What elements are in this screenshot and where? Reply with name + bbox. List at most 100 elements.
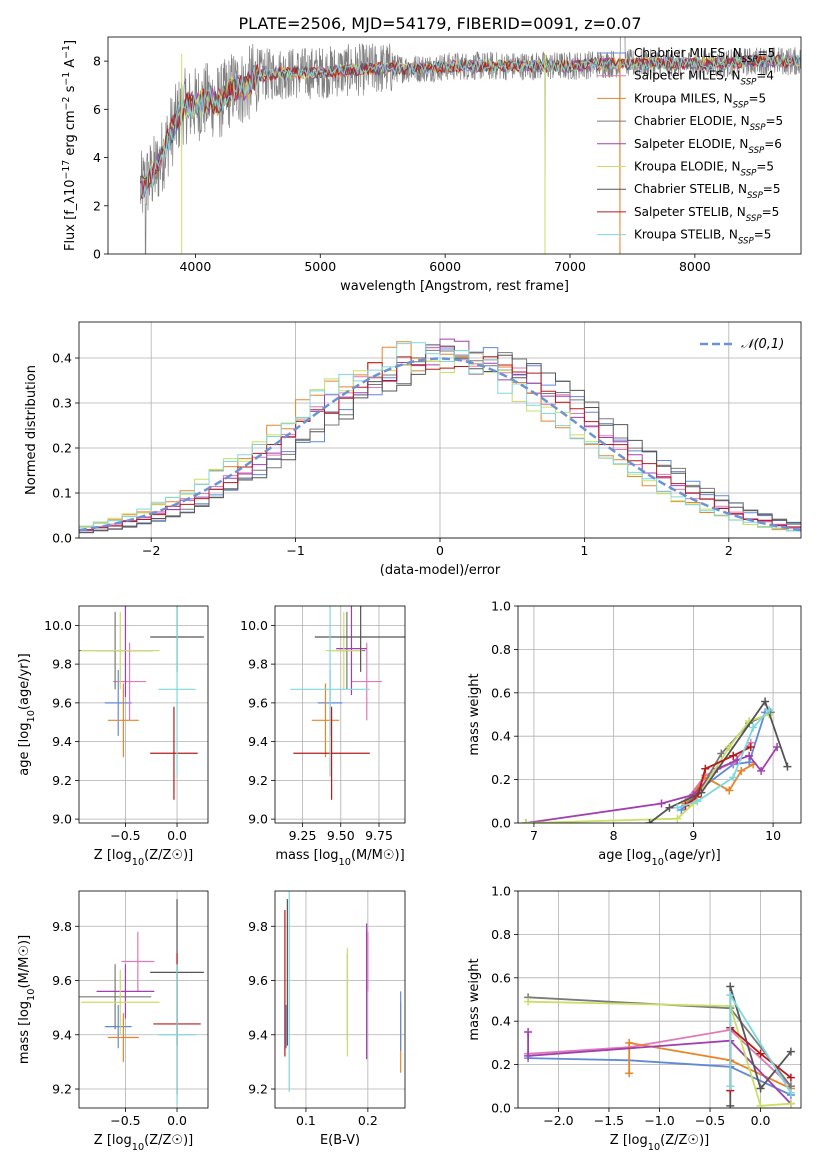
weight-marker xyxy=(783,762,792,771)
weight-line-5 xyxy=(527,1032,792,1105)
weight-marker xyxy=(756,1084,765,1093)
histogram-7 xyxy=(79,344,801,533)
y-tick-label: 0.3 xyxy=(52,396,72,411)
y-tick-label: 0.2 xyxy=(52,441,72,456)
weight-line-5 xyxy=(525,746,778,823)
x-tick-label: 8 xyxy=(610,828,618,843)
weight-marker xyxy=(524,997,533,1006)
axes-frame xyxy=(274,890,406,1109)
x-tick-label: 1 xyxy=(580,543,588,558)
x-tick-label: 10 xyxy=(765,828,781,843)
y-tick-label: 0.4 xyxy=(491,729,511,744)
x-tick-label: 0.0 xyxy=(167,1113,187,1128)
x-tick-label: −2 xyxy=(142,543,160,558)
x-tick-label: 0.0 xyxy=(167,828,187,843)
weight-marker xyxy=(524,1051,533,1060)
plot-area xyxy=(79,338,801,534)
y-tick-label: 9.8 xyxy=(52,657,72,672)
weight-marker xyxy=(701,764,710,773)
histogram-8 xyxy=(79,356,801,531)
model-spectrum-9 xyxy=(140,54,801,200)
plot-area xyxy=(79,899,204,1106)
normal-curve xyxy=(79,357,801,532)
y-tick-label: 0.8 xyxy=(491,642,511,657)
y-axis-label: Flux [f_λ10−17 erg cm−2 s−1 A−1] xyxy=(61,40,79,251)
axes-frame xyxy=(274,605,406,824)
x-tick-label: 8000 xyxy=(679,259,711,274)
weight-marker xyxy=(645,819,654,823)
x-tick-label: 4000 xyxy=(179,259,211,274)
figure-title: PLATE=2506, MJD=54179, FIBERID=0091, z=0… xyxy=(238,14,641,33)
x-tick-label: −0.5 xyxy=(110,828,140,843)
x-tick-label: 0.0 xyxy=(751,1113,771,1128)
legend-entry: Kroupa MILES, NSSP=5 xyxy=(634,91,766,110)
panel-mass_vs_Z: −0.5 0.0 9.2 9.4 9.6 9.8 Z [log10(Z/Z☉)] mass [… xyxy=(17,890,209,1153)
x-tick-label: −1.5 xyxy=(594,1113,624,1128)
x-tick-label: 0.2 xyxy=(358,1113,378,1128)
weight-marker xyxy=(673,803,682,812)
y-tick-label: 9.2 xyxy=(248,1082,268,1097)
y-tick-label: 0.0 xyxy=(491,1101,511,1116)
weight-marker xyxy=(786,1099,795,1108)
y-axis-label: mass weight xyxy=(467,958,482,1040)
weight-marker xyxy=(726,982,735,991)
y-tick-label: 4 xyxy=(93,150,101,165)
x-tick-label: 7000 xyxy=(554,259,586,274)
y-axis-label: Normed distribution xyxy=(24,365,39,495)
weight-marker xyxy=(673,814,682,823)
y-tick-label: 9.8 xyxy=(52,919,72,934)
y-tick-label: 9.4 xyxy=(52,1027,72,1042)
weight-line-2 xyxy=(528,1028,792,1087)
weight-marker xyxy=(726,1082,735,1091)
y-axis-label: age [log10(age/yr)] xyxy=(17,653,37,776)
y-tick-label: 2 xyxy=(93,198,101,213)
panel-age_vs_mass: 9.25 9.50 9.75 9.0 9.2 9.4 9.6 9.8 10.0 mass [log… xyxy=(240,605,406,868)
axes-frame xyxy=(517,890,802,1109)
y-tick-label: 0.4 xyxy=(52,351,72,366)
panel-mass_weight_vs_age: 7 8 9 10 0.0 0.2 0.4 0.6 0.8 1.0 age [log10(age/yr… xyxy=(467,599,802,868)
weight-marker xyxy=(524,1028,533,1037)
y-tick-label: 0.1 xyxy=(52,486,72,501)
x-axis-label: mass [log10(M/M☉)] xyxy=(275,848,404,868)
weight-marker xyxy=(749,723,758,732)
weight-marker xyxy=(786,1047,795,1056)
plot-area xyxy=(521,697,792,823)
y-tick-label: 9.4 xyxy=(52,734,72,749)
weight-marker xyxy=(726,1101,735,1108)
weight-line-3 xyxy=(628,1041,792,1090)
y-tick-label: 9.0 xyxy=(248,812,268,827)
legend-entry: Chabrier MILES, NSSP=5 xyxy=(634,46,775,65)
x-tick-label: 6000 xyxy=(429,259,461,274)
weight-line-6 xyxy=(525,713,770,823)
y-tick-label: 9.6 xyxy=(248,695,268,710)
x-axis-label: Z [log10(Z/Z☉)] xyxy=(94,848,193,868)
y-tick-label: 9.2 xyxy=(248,773,268,788)
weight-marker xyxy=(756,1101,765,1108)
y-tick-label: 0.2 xyxy=(491,1057,511,1072)
axes-frame xyxy=(78,605,209,824)
legend-entry: Chabrier ELODIE, NSSP=5 xyxy=(634,114,783,133)
weight-marker xyxy=(745,751,754,760)
x-axis-label: (data-model)/error xyxy=(380,563,501,578)
weight-marker xyxy=(746,743,755,752)
weight-marker xyxy=(717,749,726,758)
legend-entry: Kroupa ELODIE, NSSP=5 xyxy=(634,160,774,179)
weight-marker xyxy=(786,1073,795,1082)
y-tick-label: 6 xyxy=(93,102,101,117)
y-tick-label: 8 xyxy=(93,54,101,69)
y-tick-label: 0.0 xyxy=(52,531,72,546)
x-tick-label: 9 xyxy=(689,828,697,843)
y-tick-label: 9.6 xyxy=(52,695,72,710)
plot-area xyxy=(79,606,204,800)
x-tick-label: 9.25 xyxy=(289,828,317,843)
y-tick-label: 0.4 xyxy=(491,1014,511,1029)
x-axis-label: Z [log10(Z/Z☉)] xyxy=(94,1133,193,1153)
y-axis-label: mass [log10(M/M☉)] xyxy=(17,935,37,1064)
y-tick-label: 9.6 xyxy=(52,973,72,988)
y-tick-label: 10.0 xyxy=(44,618,72,633)
y-tick-label: 0.6 xyxy=(491,970,511,985)
weight-marker xyxy=(665,803,674,812)
plot-area xyxy=(284,891,402,1092)
y-tick-label: 0.2 xyxy=(491,772,511,787)
weight-marker xyxy=(625,1069,634,1078)
